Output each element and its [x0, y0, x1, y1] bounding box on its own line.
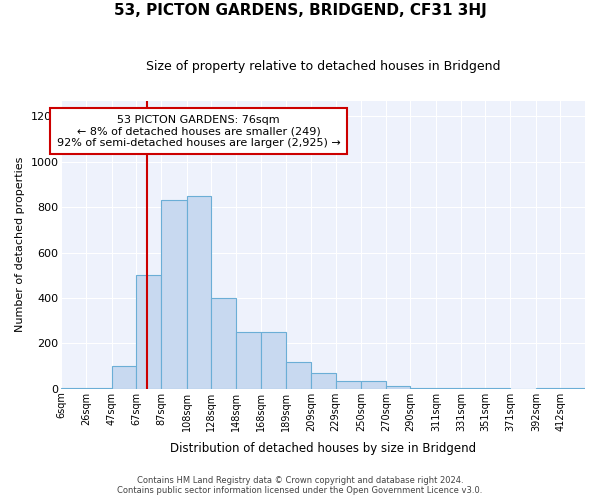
Bar: [211, 298, 236, 388]
Title: Size of property relative to detached houses in Bridgend: Size of property relative to detached ho…: [146, 60, 500, 73]
Bar: [335, 381, 361, 388]
Bar: [112, 366, 136, 388]
Text: 53 PICTON GARDENS: 76sqm
← 8% of detached houses are smaller (249)
92% of semi-d: 53 PICTON GARDENS: 76sqm ← 8% of detache…: [56, 114, 340, 148]
Bar: [136, 276, 161, 388]
Bar: [260, 332, 286, 388]
Bar: [161, 200, 187, 388]
Bar: [236, 332, 260, 388]
Bar: [187, 196, 211, 388]
Bar: [286, 362, 311, 388]
Text: 53, PICTON GARDENS, BRIDGEND, CF31 3HJ: 53, PICTON GARDENS, BRIDGEND, CF31 3HJ: [113, 2, 487, 18]
Y-axis label: Number of detached properties: Number of detached properties: [15, 157, 25, 332]
Text: Contains HM Land Registry data © Crown copyright and database right 2024.
Contai: Contains HM Land Registry data © Crown c…: [118, 476, 482, 495]
X-axis label: Distribution of detached houses by size in Bridgend: Distribution of detached houses by size …: [170, 442, 476, 455]
Bar: [386, 386, 410, 388]
Bar: [311, 373, 335, 388]
Bar: [361, 381, 386, 388]
